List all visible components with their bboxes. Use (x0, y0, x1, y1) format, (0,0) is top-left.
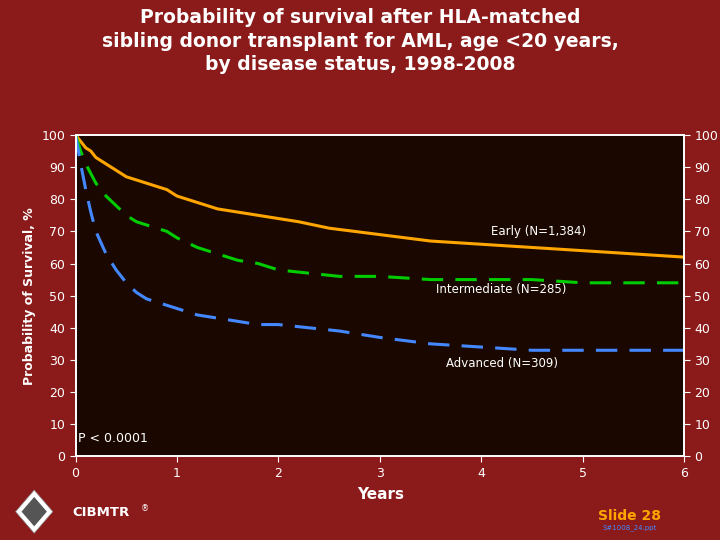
Text: S#1008_24.ppt: S#1008_24.ppt (603, 525, 657, 531)
Polygon shape (16, 490, 53, 533)
Text: Advanced (N=309): Advanced (N=309) (446, 356, 558, 369)
Y-axis label: Probability of Survival, %: Probability of Survival, % (23, 207, 36, 384)
Text: P < 0.0001: P < 0.0001 (78, 432, 148, 445)
Text: ®: ® (140, 504, 148, 513)
Text: Early (N=1,384): Early (N=1,384) (491, 225, 587, 238)
Text: Intermediate (N=285): Intermediate (N=285) (436, 283, 566, 296)
Text: Slide 28: Slide 28 (598, 509, 662, 523)
Polygon shape (22, 497, 47, 526)
Text: Probability of survival after HLA-matched
sibling donor transplant for AML, age : Probability of survival after HLA-matche… (102, 8, 618, 74)
Text: Years: Years (356, 487, 404, 502)
Text: CIBMTR: CIBMTR (72, 507, 130, 519)
